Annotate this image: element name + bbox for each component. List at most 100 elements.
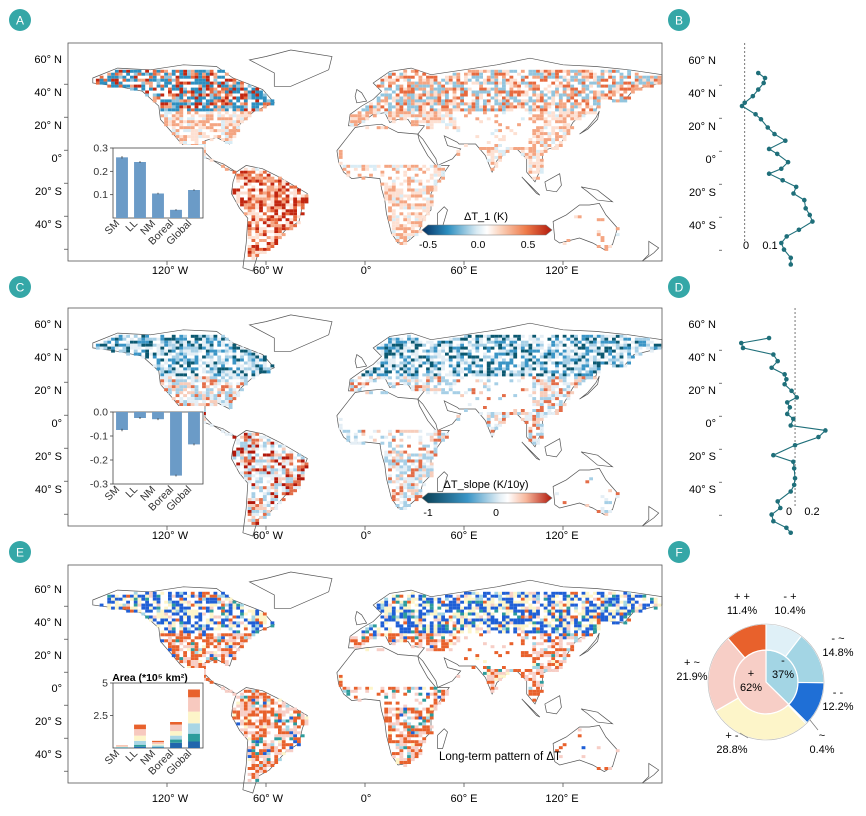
map-pixel [111, 75, 115, 79]
map-pixel [183, 93, 187, 97]
map-pixel [281, 447, 286, 451]
map-pixel [631, 594, 635, 598]
map-pixel [388, 87, 392, 91]
map-pixel [361, 382, 366, 386]
map-pixel [418, 224, 423, 228]
map-pixel [422, 615, 427, 619]
map-pixel [483, 612, 487, 616]
map-pixel [202, 400, 206, 404]
map-pixel [433, 355, 438, 359]
map-pixel [407, 78, 411, 82]
map-pixel [524, 358, 529, 362]
map-pixel [467, 361, 472, 365]
map-pixel [240, 200, 244, 204]
map-pixel [475, 334, 480, 338]
map-pixel [243, 179, 248, 183]
map-pixel [141, 84, 146, 88]
map-pixel [543, 414, 548, 418]
map-pixel [551, 403, 556, 407]
map-pixel [407, 93, 411, 97]
map-pixel [259, 507, 263, 510]
map-pixel [426, 361, 430, 365]
map-pixel [388, 218, 392, 222]
map-pixel [600, 510, 605, 513]
map-pixel [471, 343, 476, 347]
map-pixel [209, 81, 214, 85]
map-pixel [520, 594, 525, 598]
map-pixel [266, 236, 271, 240]
map-pixel [380, 615, 385, 619]
map-pixel [505, 149, 510, 153]
map-pixel [388, 432, 392, 436]
map-pixel [399, 376, 404, 380]
map-pixel [593, 334, 597, 338]
map-pixel [217, 397, 222, 401]
map-pixel [145, 340, 149, 344]
colorbar-c: ΔT_slope (K/10y) -1 0 [421, 479, 553, 519]
map-pixel [418, 594, 423, 598]
map-pixel [247, 209, 252, 213]
map-pixel [213, 361, 218, 365]
map-pixel [422, 108, 427, 112]
map-pixel [388, 108, 392, 112]
map-pixel [187, 117, 191, 121]
map-pixel [247, 93, 252, 97]
map-pixel [240, 358, 244, 362]
map-pixel [486, 81, 491, 85]
map-pixel [520, 373, 525, 377]
map-pixel [209, 138, 214, 142]
map-pixel [555, 618, 559, 622]
map-pixel [513, 603, 518, 607]
map-pixel [566, 108, 571, 112]
map-pixel [623, 609, 628, 613]
map-pixel [524, 361, 529, 365]
map-pixel [175, 385, 180, 389]
map-pixel [528, 435, 533, 439]
map-pixel [126, 606, 130, 610]
map-pixel [240, 355, 244, 359]
map-pixel [403, 468, 408, 472]
map-pixel [414, 337, 419, 341]
map-pixel [543, 382, 548, 386]
map-pixel [240, 612, 244, 616]
map-pixel [247, 206, 252, 210]
map-pixel [585, 370, 590, 374]
map-pixel [460, 606, 464, 610]
map-pixel [483, 343, 487, 347]
map-pixel [585, 346, 590, 350]
map-pixel [486, 379, 491, 383]
map-pixel [570, 69, 575, 73]
map-pixel [403, 429, 408, 433]
map-pixel [285, 188, 290, 192]
map-pixel [133, 78, 138, 82]
map-pixel [164, 361, 168, 365]
map-pixel [217, 117, 222, 121]
map-pixel [403, 498, 408, 502]
map-pixel [198, 358, 203, 362]
map-pixel [612, 340, 616, 344]
map-pixel [593, 615, 597, 619]
map-pixel [149, 337, 153, 341]
map-pixel [247, 450, 252, 454]
map-pixel [270, 477, 275, 481]
map-pixel [414, 179, 419, 183]
map-lon-labels-a: 120° W 60° W 0° 60° E 120° E [152, 265, 579, 277]
map-pixel [391, 114, 396, 118]
map-pixel [608, 334, 612, 338]
map-pixel [240, 96, 244, 100]
map-pixel [460, 594, 464, 598]
map-pixel [551, 600, 556, 604]
map-pixel [577, 361, 582, 365]
map-pixel [380, 81, 385, 85]
map-pixel [547, 346, 552, 350]
map-pixel [414, 84, 419, 88]
map-pixel [486, 612, 491, 616]
map-pixel [513, 373, 518, 377]
map-pixel [634, 609, 639, 613]
map-pixel [175, 96, 180, 100]
map-pixel [130, 606, 134, 610]
map-pixel [156, 346, 161, 350]
map-pixel [517, 603, 521, 607]
map-pixel [532, 355, 537, 359]
map-pixel [384, 367, 389, 371]
